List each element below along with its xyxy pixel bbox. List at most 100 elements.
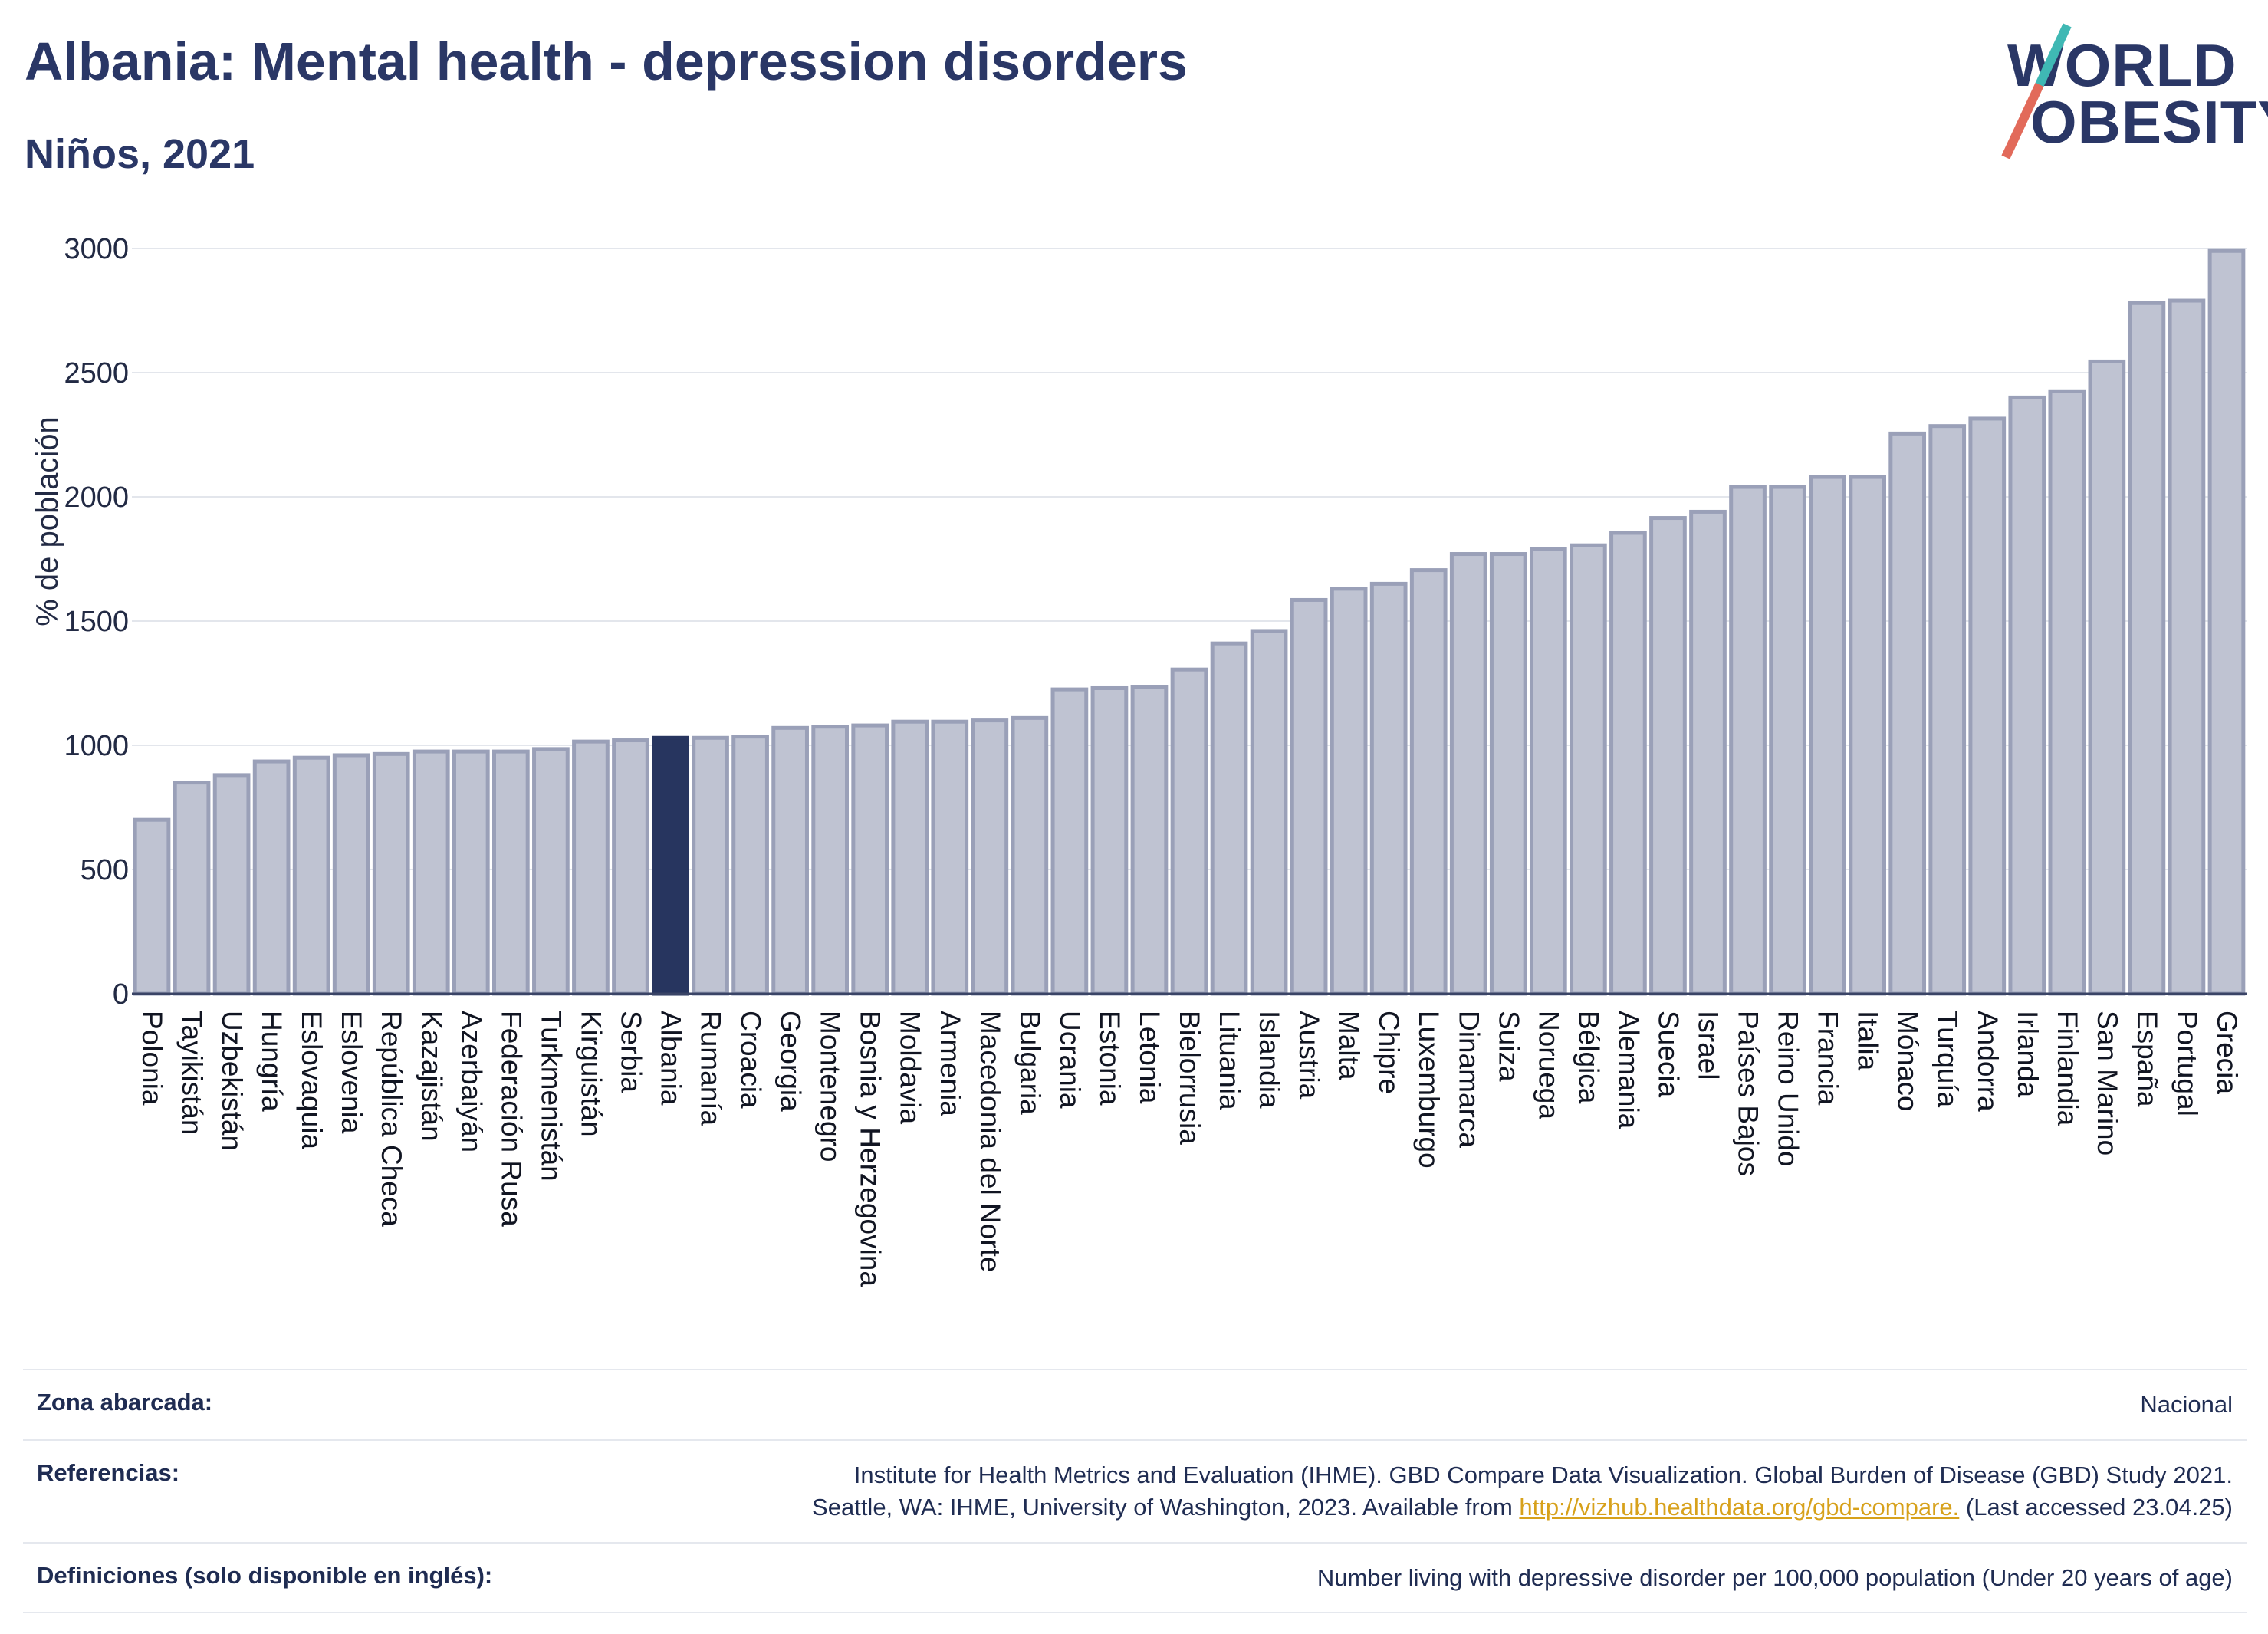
x-tick-label: Turquía bbox=[1932, 1011, 1964, 1108]
x-tick-label: Luxemburgo bbox=[1413, 1011, 1445, 1169]
x-tick-label: España bbox=[2132, 1011, 2163, 1107]
x-tick-label: San Marino bbox=[2092, 1011, 2123, 1156]
bar-turquía bbox=[1928, 424, 1967, 996]
x-tick-label: Noruega bbox=[1533, 1011, 1564, 1119]
bar-macedonia-del-norte bbox=[971, 718, 1009, 996]
x-tick-label: Reino Unido bbox=[1773, 1011, 1804, 1167]
bar-finlandia bbox=[2048, 389, 2086, 996]
x-tick-label: Grecia bbox=[2211, 1011, 2243, 1094]
y-tick-label: 2000 bbox=[64, 482, 129, 514]
bar-españa bbox=[2128, 301, 2166, 996]
x-axis-ticks: Polonia Tayikistán Uzbekistán Hungría Eslova… bbox=[136, 1011, 2243, 1287]
ihme-link[interactable]: http://vizhub.healthdata.org/gbd-compare… bbox=[1519, 1493, 1960, 1521]
bar-portugal bbox=[2168, 298, 2206, 996]
x-tick-label: Finlandia bbox=[2052, 1011, 2083, 1126]
x-tick-label: Lituania bbox=[1214, 1011, 1245, 1110]
bar-malta bbox=[1330, 587, 1368, 996]
x-tick-label: Portugal bbox=[2171, 1011, 2203, 1116]
y-tick-label: 3000 bbox=[64, 233, 129, 265]
chart-title: Albania: Mental health - depression diso… bbox=[25, 31, 1188, 91]
x-tick-label: Polonia bbox=[136, 1011, 168, 1106]
bar-israel bbox=[1689, 509, 1727, 996]
chart-subtitle: Niños, 2021 bbox=[25, 131, 255, 177]
bar-luxemburgo bbox=[1409, 568, 1448, 996]
bar-san-marino bbox=[2088, 359, 2126, 996]
x-tick-label: Serbia bbox=[615, 1011, 646, 1093]
x-tick-label: Moldavia bbox=[895, 1011, 926, 1124]
x-tick-label: Países Bajos bbox=[1733, 1011, 1764, 1176]
x-tick-label: Alemania bbox=[1612, 1011, 1644, 1129]
x-tick-label: Bielorrusia bbox=[1174, 1011, 1205, 1145]
bar-italia bbox=[1849, 475, 1886, 996]
x-tick-label: Turkmenistán bbox=[535, 1011, 567, 1182]
x-tick-label: Rumanía bbox=[695, 1011, 727, 1126]
x-tick-label: Austria bbox=[1293, 1011, 1325, 1100]
bar-reino-unido bbox=[1769, 485, 1806, 996]
x-tick-label: Italia bbox=[1852, 1011, 1884, 1071]
x-tick-label: Albania bbox=[656, 1011, 687, 1106]
footer-row-zona: Zona abarcada: Nacional bbox=[23, 1369, 2247, 1439]
x-tick-label: Malta bbox=[1333, 1011, 1365, 1080]
bar-francia bbox=[1809, 475, 1846, 996]
x-tick-label: Suecia bbox=[1652, 1011, 1684, 1098]
bar-turkmenistán bbox=[532, 747, 570, 996]
world-obesity-logo: WORLD OBESITY bbox=[2001, 21, 2268, 159]
x-tick-label: Bélgica bbox=[1573, 1011, 1604, 1104]
bar-mónaco bbox=[1888, 431, 1927, 996]
bar-georgia bbox=[771, 725, 809, 996]
y-axis-ticks: 0 500 1000 1500 2000 2500 3000 bbox=[64, 233, 129, 1011]
y-axis-label: % de población bbox=[31, 416, 64, 626]
bar-ucrania bbox=[1050, 687, 1089, 996]
x-tick-label: Georgia bbox=[775, 1011, 807, 1112]
bar-kazajistán bbox=[412, 749, 450, 996]
bar-hungría bbox=[252, 759, 291, 996]
x-tick-label: República Checa bbox=[376, 1011, 407, 1227]
x-tick-label: Dinamarca bbox=[1453, 1011, 1484, 1148]
bar-países-bajos bbox=[1729, 485, 1767, 996]
bar-azerbaiyán bbox=[452, 749, 490, 996]
x-tick-label: Eslovenia bbox=[336, 1011, 367, 1134]
x-tick-label: Uzbekistán bbox=[216, 1011, 248, 1151]
x-tick-label: Bulgaria bbox=[1014, 1011, 1046, 1115]
bar-chipre bbox=[1369, 581, 1408, 996]
bars bbox=[133, 248, 2246, 996]
bar-bélgica bbox=[1570, 543, 1607, 996]
x-tick-label: Azerbaiyán bbox=[455, 1011, 487, 1152]
bar-kirguistán bbox=[572, 739, 610, 996]
bar-polonia bbox=[133, 817, 171, 996]
x-tick-label: Macedonia del Norte bbox=[975, 1011, 1006, 1272]
bar-uzbekistán bbox=[212, 773, 251, 996]
x-tick-label: Eslovaquia bbox=[296, 1011, 327, 1149]
bar-serbia bbox=[612, 738, 649, 996]
bar-bosnia-y-herzegovina bbox=[851, 723, 889, 996]
x-tick-label: Federación Rusa bbox=[495, 1011, 527, 1227]
zona-label: Zona abarcada: bbox=[37, 1389, 213, 1415]
bar-croacia bbox=[731, 735, 769, 996]
bar-tayikistán bbox=[173, 781, 211, 996]
x-tick-label: Ucrania bbox=[1054, 1011, 1086, 1109]
bar-suecia bbox=[1649, 516, 1687, 996]
bar-albania bbox=[652, 735, 689, 996]
x-tick-label: Irlanda bbox=[2012, 1011, 2043, 1098]
ref-line-1: Institute for Health Metrics and Evaluat… bbox=[853, 1461, 2233, 1488]
ref-line-2-pre: Seattle, WA: IHME, University of Washing… bbox=[812, 1493, 1520, 1521]
definiciones-value: Number living with depressive disorder p… bbox=[1316, 1563, 2233, 1591]
x-tick-label: Chipre bbox=[1373, 1011, 1405, 1094]
y-tick-label: 2500 bbox=[64, 357, 129, 390]
logo-line-2: OBESITY bbox=[2030, 88, 2268, 156]
bar-estonia bbox=[1090, 685, 1129, 996]
bar-rumanía bbox=[692, 735, 729, 996]
y-tick-label: 500 bbox=[81, 854, 129, 886]
x-tick-label: Hungría bbox=[256, 1011, 288, 1112]
bar-austria bbox=[1290, 597, 1328, 996]
bar-irlanda bbox=[2008, 395, 2046, 996]
x-tick-label: Francia bbox=[1813, 1011, 1844, 1106]
x-tick-label: Letonia bbox=[1134, 1011, 1165, 1104]
bar-grecia bbox=[2207, 248, 2246, 996]
x-tick-label: Suiza bbox=[1493, 1011, 1524, 1082]
x-tick-label: Montenegro bbox=[815, 1011, 846, 1162]
referencias-label: Referencias: bbox=[37, 1458, 180, 1486]
bar-chart: 0 500 1000 1500 2000 2500 3000 Polonia Tayikist… bbox=[31, 233, 2247, 1287]
bar-lituania bbox=[1210, 641, 1248, 996]
chart-footer: Zona abarcada: Nacional Referencias: Ins… bbox=[23, 1369, 2247, 1614]
